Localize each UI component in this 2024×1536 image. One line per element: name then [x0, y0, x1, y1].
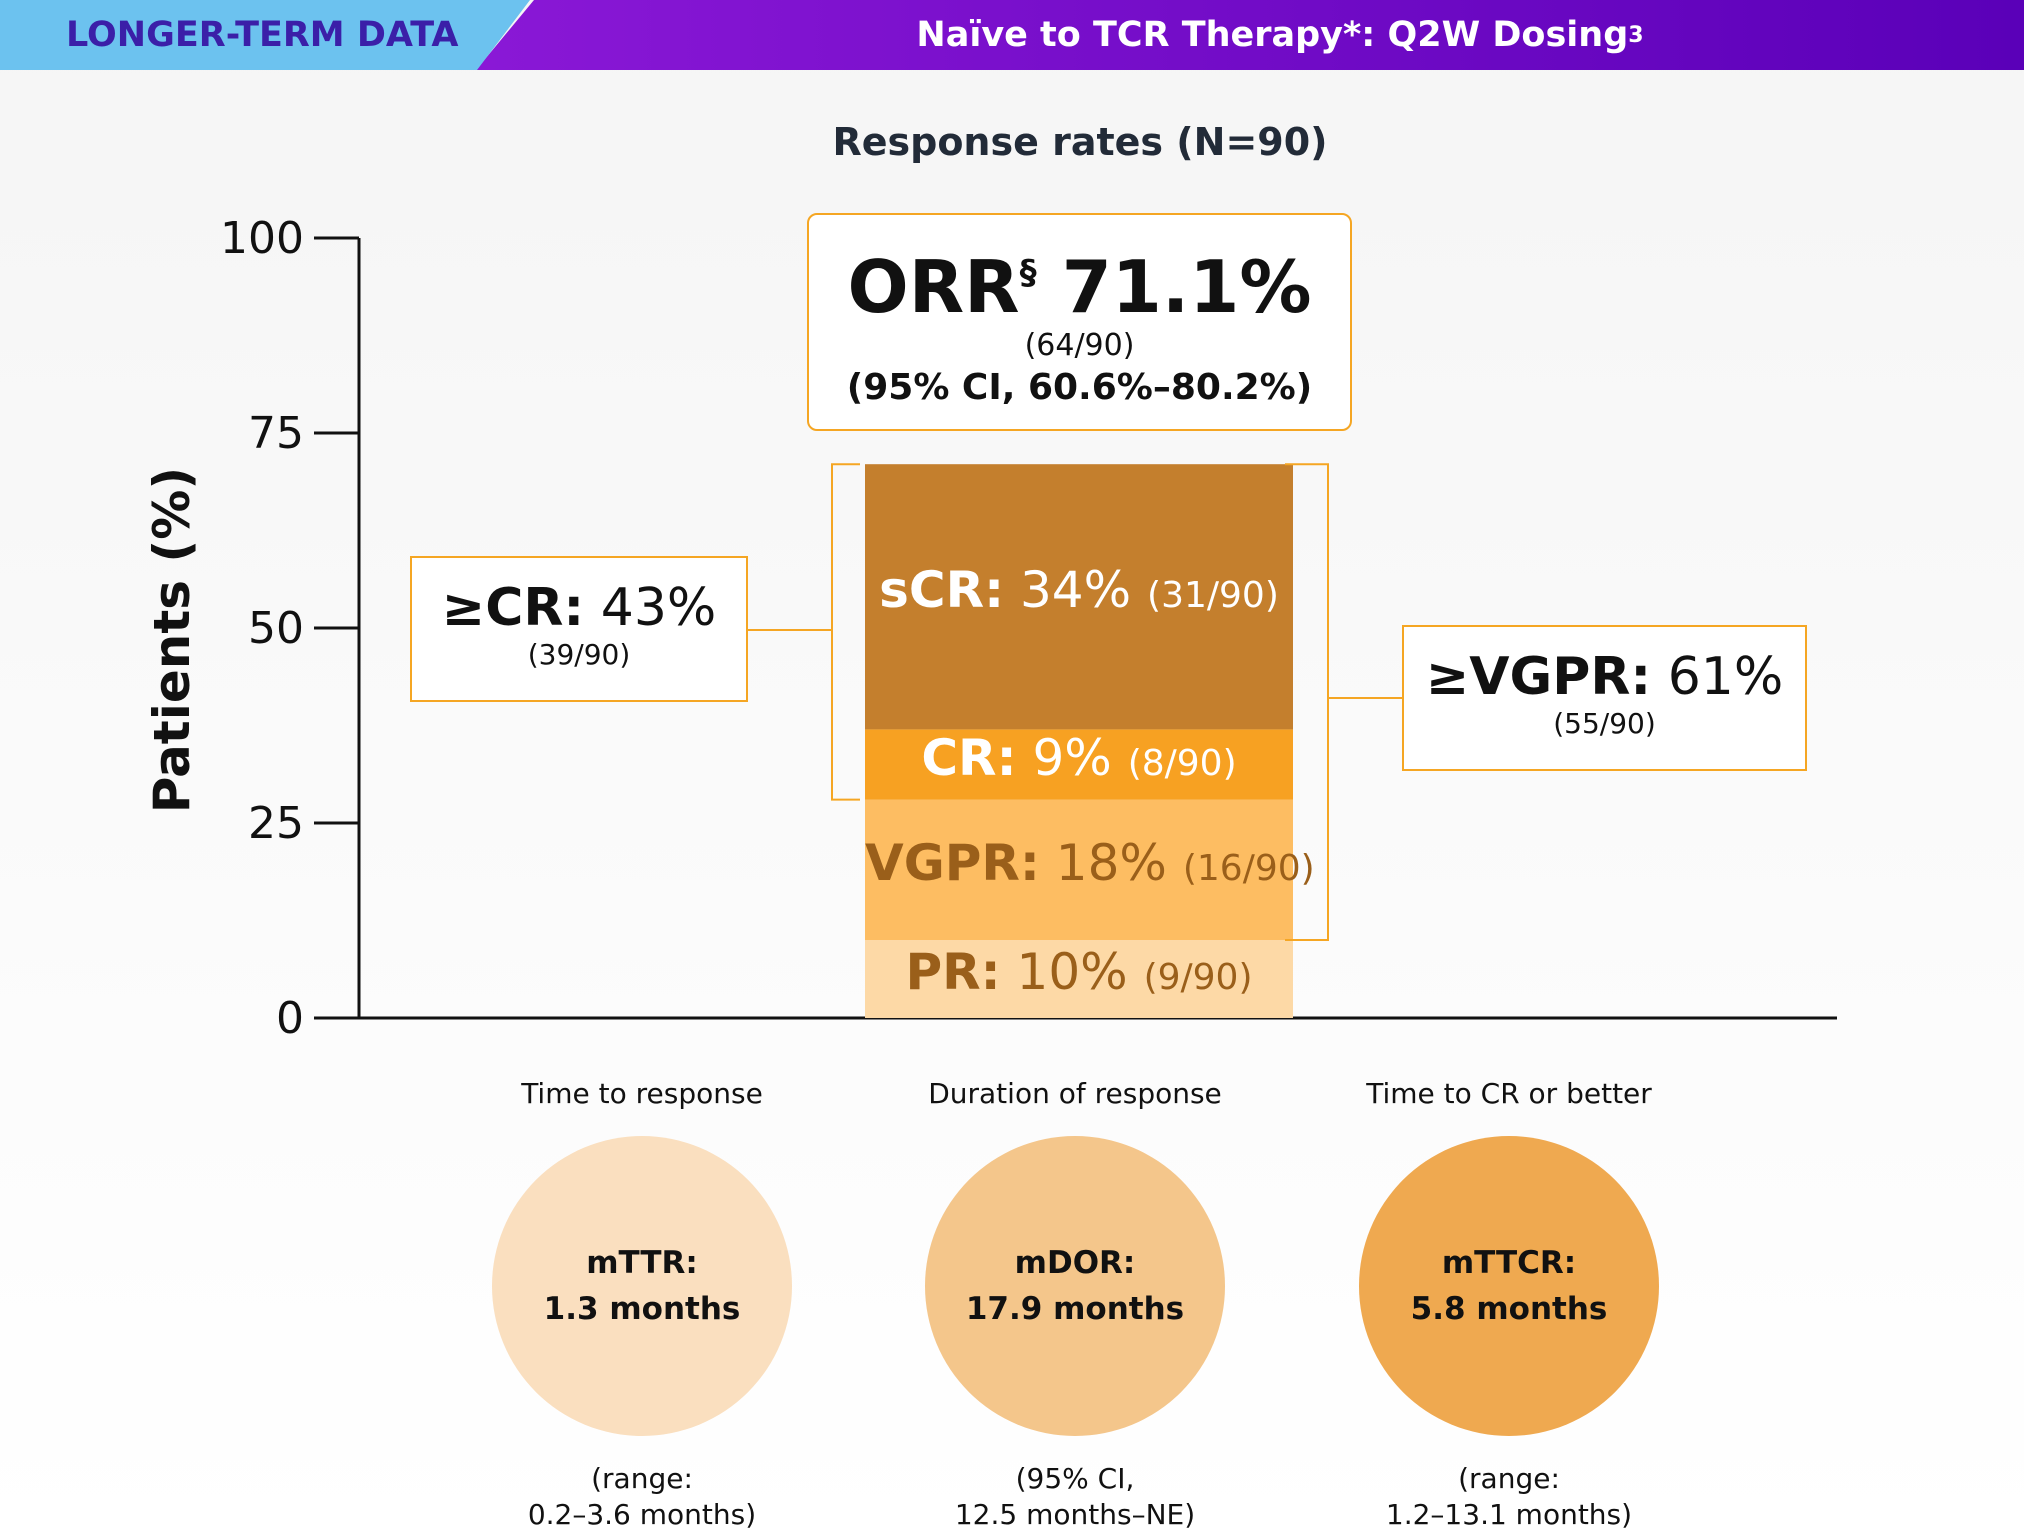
segment-pr-value: 10%: [1016, 943, 1128, 1001]
metric-note-dor-line2: 12.5 months–NE): [954, 1498, 1196, 1531]
segment-pr-fraction: (9/90): [1143, 957, 1253, 998]
ge-vgpr-main: ≥VGPR: 61%: [1404, 647, 1805, 707]
segment-pr-name: PR: [905, 943, 981, 1001]
ge-vgpr-label: ≥VGPR:: [1425, 647, 1652, 707]
orr-value: 71.1%: [1061, 245, 1312, 329]
ge-cr-main: ≥CR: 43%: [412, 578, 746, 638]
ge-vgpr-bracket: [1285, 463, 1329, 941]
orr-box: ORR§ 71.1% (64/90) (95% CI, 60.6%–80.2%): [807, 213, 1352, 431]
ge-vgpr-box: ≥VGPR: 61% (55/90): [1402, 625, 1807, 771]
metric-circle-ttcr: mTTCR: 5.8 months: [1359, 1136, 1659, 1436]
metric-value-ttr: 1.3 months: [543, 1291, 741, 1327]
orr-ci: (95% CI, 60.6%–80.2%): [846, 367, 1313, 408]
y-tick-label-25: 25: [248, 798, 304, 849]
metric-title-ttr: Time to response: [521, 1077, 763, 1110]
ge-cr-box: ≥CR: 43% (39/90): [410, 556, 748, 702]
metric-note-ttcr-line2: 1.2–13.1 months): [1385, 1498, 1633, 1531]
header-tag-label: LONGER-TERM DATA: [66, 15, 459, 55]
header-bar: LONGER-TERM DATA Naïve to TCR Therapy*: …: [0, 0, 2024, 70]
orr-label: ORR: [847, 245, 1020, 329]
segment-cr-value: 9%: [1032, 728, 1112, 787]
metric-note-dor-line1: (95% CI,: [1015, 1462, 1135, 1495]
ge-vgpr-fraction: (55/90): [1553, 707, 1656, 740]
segment-vgpr-name: VGPR: [865, 833, 1020, 892]
header-tag: LONGER-TERM DATA: [0, 0, 530, 70]
ge-vgpr-value: 61%: [1667, 647, 1784, 707]
stacked-bar: [865, 464, 1293, 1018]
metric-title-ttcr: Time to CR or better: [1366, 1077, 1652, 1110]
metric-note-ttr-line1: (range:: [591, 1462, 693, 1495]
orr-main: ORR§ 71.1%: [809, 233, 1350, 327]
y-tick-label-100: 100: [220, 213, 304, 264]
orr-sup: §: [1019, 253, 1037, 293]
y-tick-label-75: 75: [248, 408, 304, 459]
segment-scr-name: sCR: [879, 560, 985, 619]
y-tick-label-0: 0: [276, 993, 304, 1044]
ge-cr-label: ≥CR:: [441, 578, 585, 638]
header-band: [476, 0, 2024, 70]
metric-value-dor: 17.9 months: [965, 1291, 1185, 1327]
metric-name-dor: mDOR:: [1014, 1245, 1136, 1281]
segment-label-vgpr: VGPR: 18% (16/90): [865, 833, 1315, 892]
brackets: [748, 463, 1402, 941]
segment-label-cr: CR: 9% (8/90): [921, 728, 1237, 787]
metric-title-dor: Duration of response: [928, 1077, 1222, 1110]
bar-segment-cr: [865, 729, 1293, 800]
header-title-text: Naïve to TCR Therapy*: Q2W Dosing: [916, 15, 1629, 55]
segment-label-scr: sCR: 34% (31/90): [879, 560, 1279, 619]
segment-label-pr: PR: 10% (9/90): [905, 943, 1253, 1001]
ge-cr-fraction: (39/90): [527, 638, 631, 671]
segment-cr-fraction: (8/90): [1127, 742, 1237, 784]
bar-segment-pr: [865, 940, 1293, 1018]
y-tick-label-50: 50: [248, 603, 304, 654]
bar-segment-scr: [865, 464, 1293, 730]
ge-cr-bracket: [831, 463, 860, 801]
metric-circle-dor: mDOR: 17.9 months: [925, 1136, 1225, 1436]
metric-note-ttcr: (range: 1.2–13.1 months): [1309, 1461, 1709, 1533]
header-title-sup: 3: [1628, 22, 1644, 48]
orr-fraction: (64/90): [1024, 328, 1135, 363]
metric-note-ttcr-line1: (range:: [1458, 1462, 1560, 1495]
metric-name-ttr: mTTR:: [586, 1245, 698, 1281]
metric-name-ttcr: mTTCR:: [1441, 1245, 1577, 1281]
segment-scr-fraction: (31/90): [1147, 574, 1279, 616]
ge-cr-value: 43%: [600, 578, 717, 638]
segment-scr-value: 34%: [1019, 560, 1132, 619]
header-title: Naïve to TCR Therapy*: Q2W Dosing 3: [916, 0, 1643, 70]
chart-title: Response rates (N=90): [832, 120, 1328, 164]
bar-segment-vgpr: [865, 799, 1293, 940]
metric-value-ttcr: 5.8 months: [1410, 1291, 1608, 1327]
segment-vgpr-value: 18%: [1055, 833, 1167, 892]
metric-note-dor: (95% CI, 12.5 months–NE): [875, 1461, 1275, 1533]
y-ticks: 0 25 50 75 100: [220, 213, 359, 1044]
metric-note-ttr: (range: 0.2–3.6 months): [442, 1461, 842, 1533]
metric-circle-ttr: mTTR: 1.3 months: [492, 1136, 792, 1436]
metric-note-ttr-line2: 0.2–3.6 months): [527, 1498, 757, 1531]
segment-cr-name: CR: [921, 728, 997, 787]
segment-vgpr-fraction: (16/90): [1182, 847, 1315, 889]
